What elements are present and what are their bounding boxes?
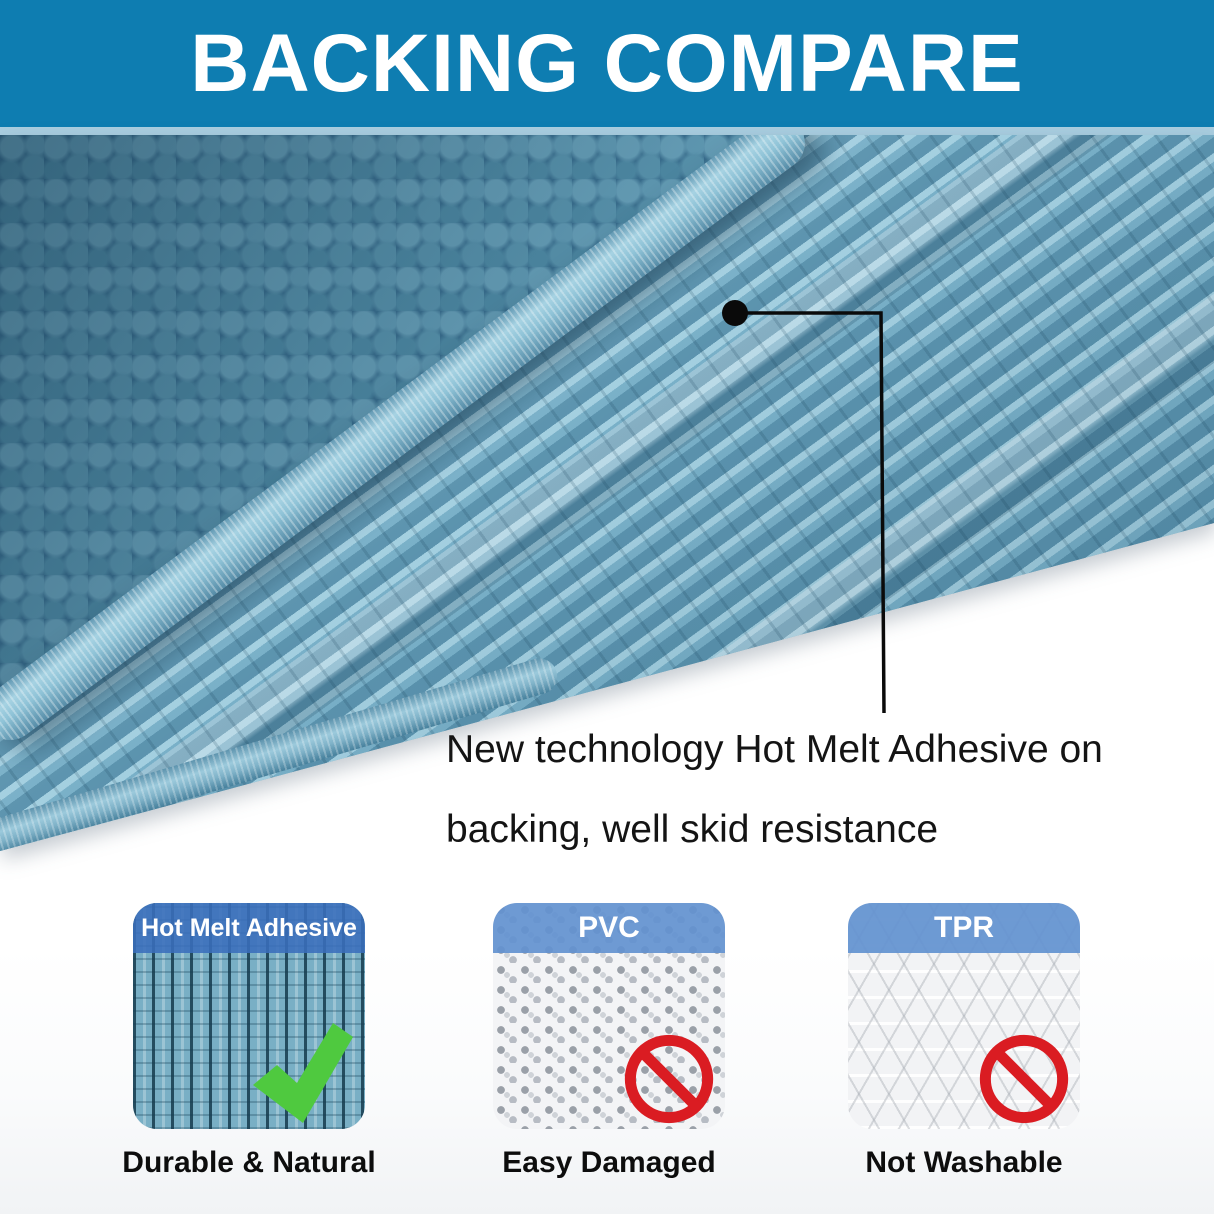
card-hot-melt-adhesive: Hot Melt Adhesive	[133, 903, 365, 1129]
card-title: PVC	[493, 903, 725, 953]
card-caption: Easy Damaged	[502, 1146, 716, 1179]
card-caption: Not Washable	[865, 1146, 1063, 1179]
check-icon	[253, 1023, 353, 1123]
annotation-line-1: New technology Hot Melt Adhesive on	[446, 728, 1103, 771]
annotation-text: New technology Hot Melt Adhesive on back…	[446, 710, 1103, 870]
card-caption: Durable & Natural	[122, 1146, 376, 1179]
card-tpr: TPR	[848, 903, 1080, 1129]
card-pvc: PVC	[493, 903, 725, 1129]
annotation-line-2: backing, well skid resistance	[446, 808, 939, 851]
card-title: TPR	[848, 903, 1080, 953]
prohibited-icon	[624, 1034, 714, 1124]
card-title: Hot Melt Adhesive	[133, 903, 365, 953]
page-title: BACKING COMPARE	[190, 17, 1024, 109]
prohibited-icon	[979, 1034, 1069, 1124]
header-banner: BACKING COMPARE	[0, 0, 1214, 127]
product-photo	[0, 135, 1214, 892]
rug-photo	[0, 135, 1214, 892]
backing-texture	[0, 135, 1214, 851]
divider-strip	[0, 127, 1214, 135]
